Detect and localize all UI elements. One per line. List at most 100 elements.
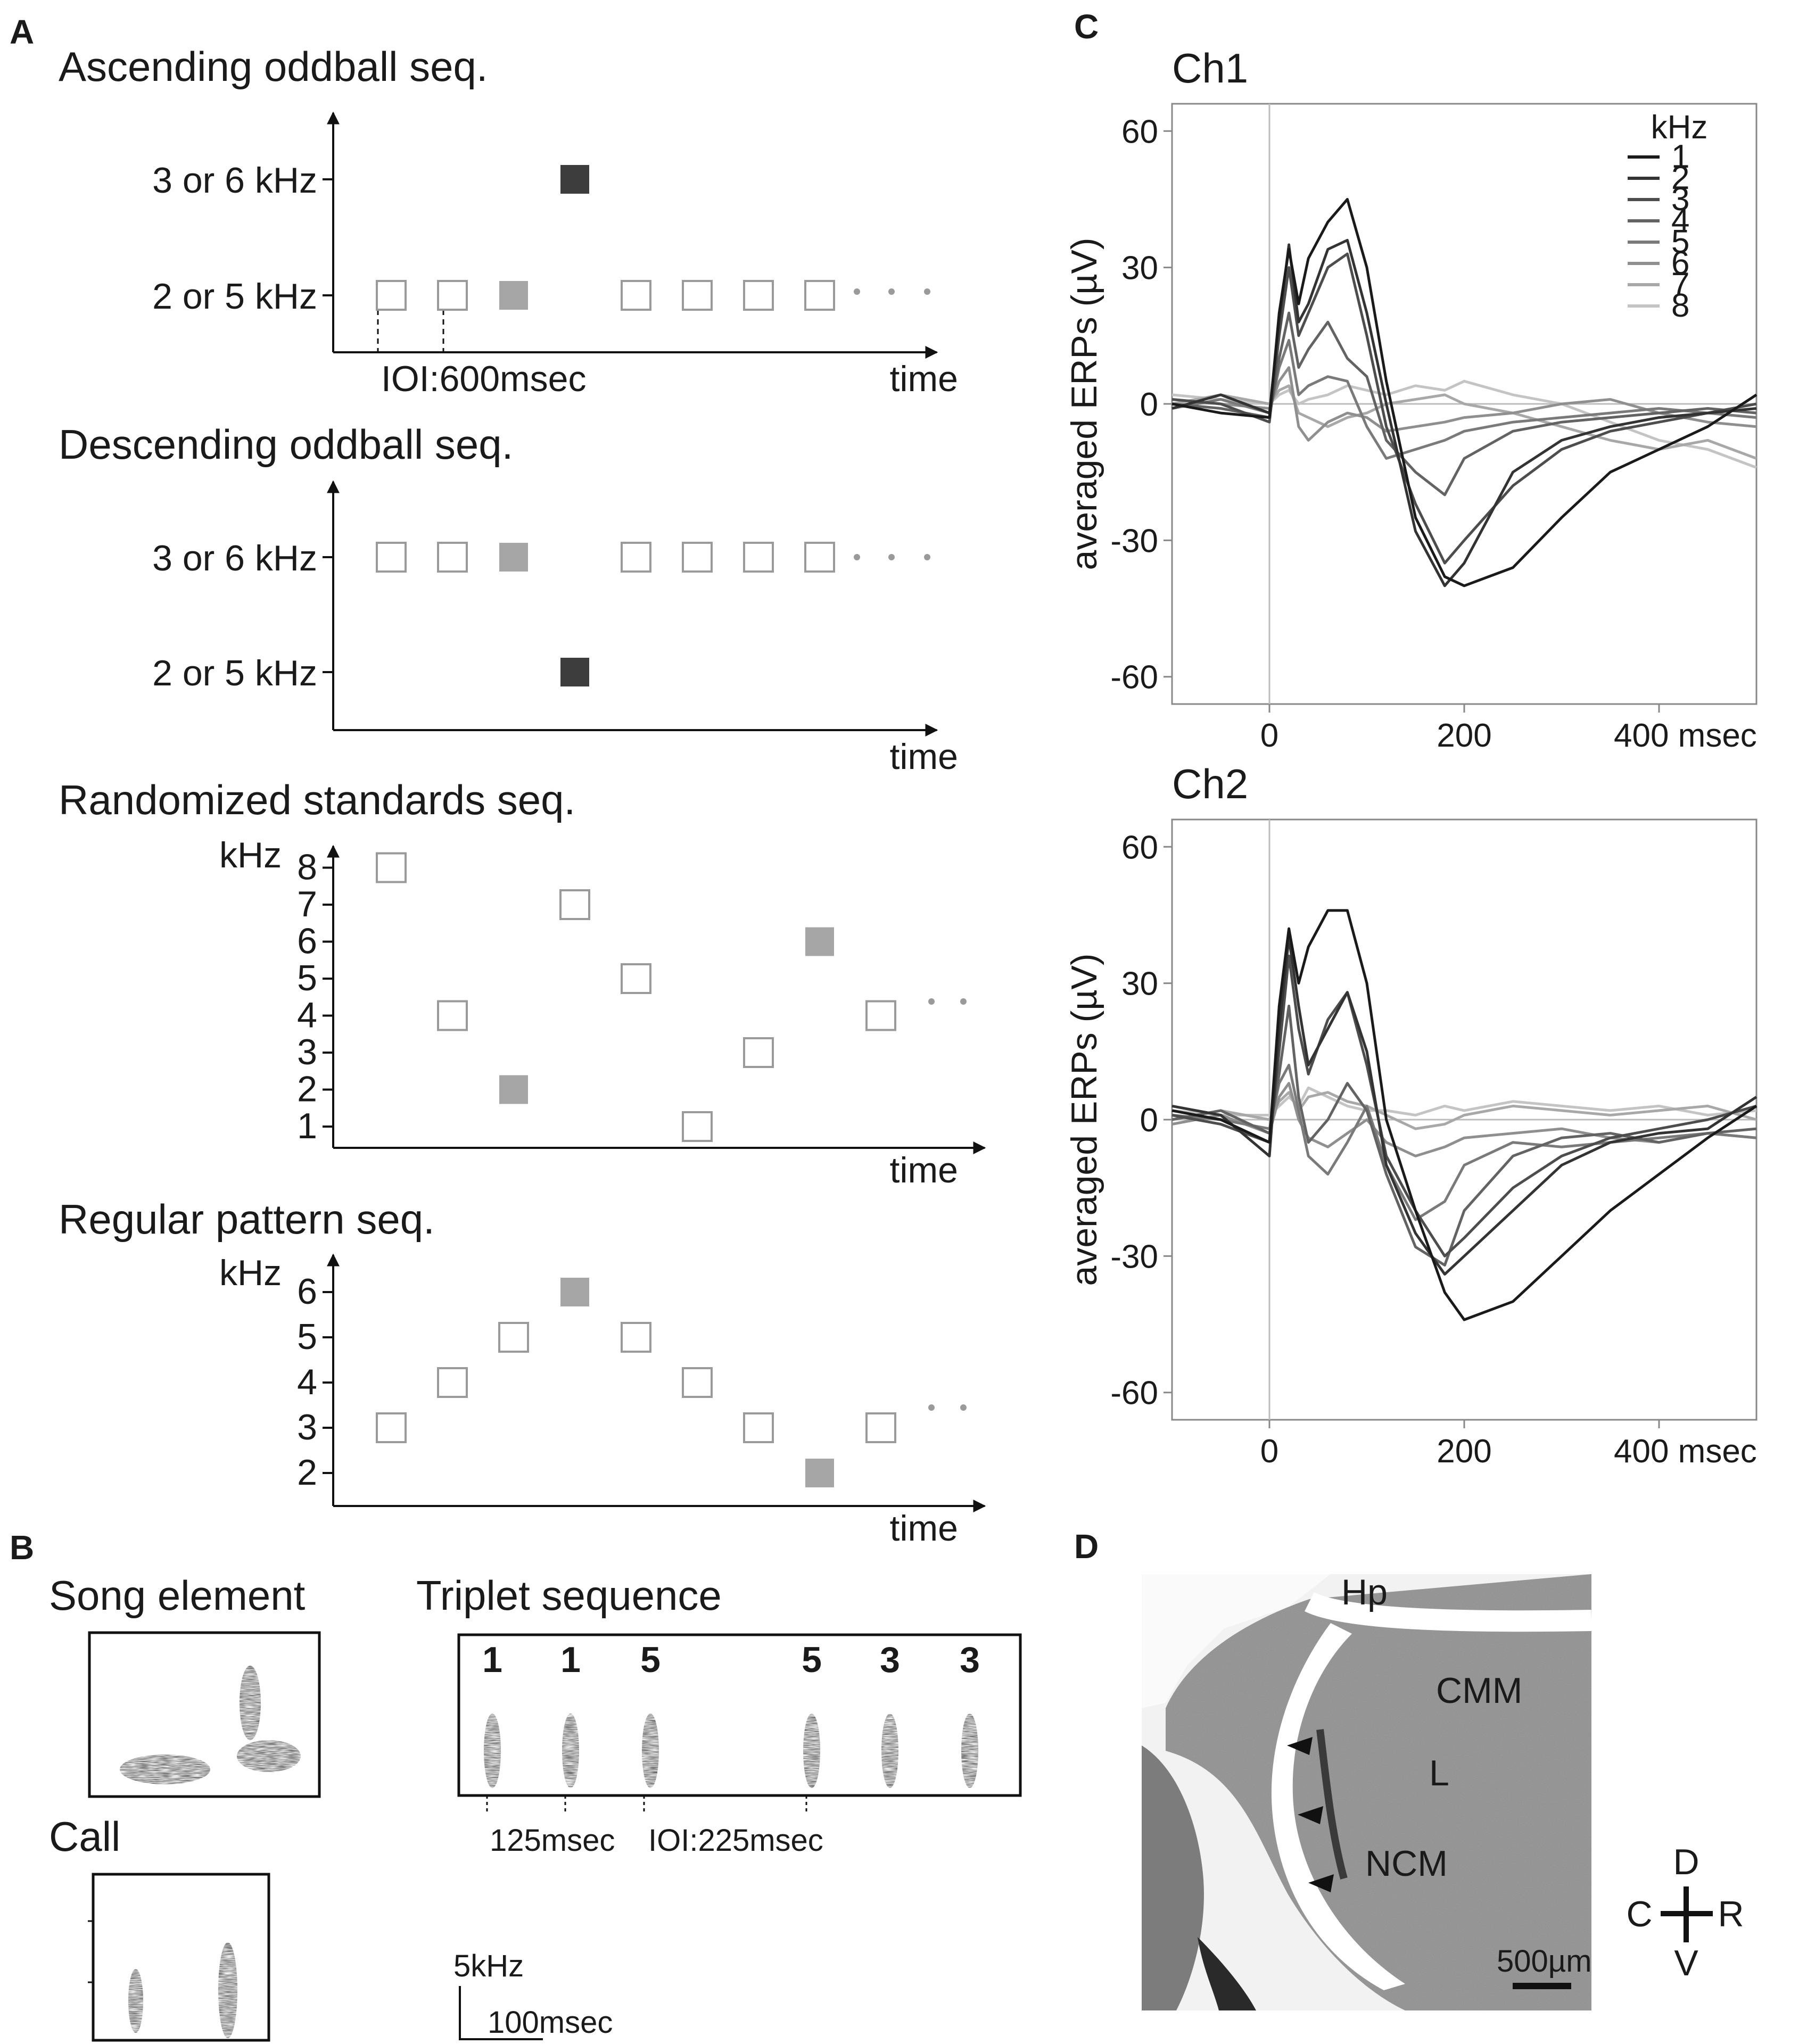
ch2-series-1khz [1171,909,1758,1321]
randomized-tick-label-6: 6 [297,921,317,962]
panel-letter-d: D [1074,1527,1099,1566]
erp-chart-ch2: Ch2 60 30 0 -30 -60 0 200 400 msec averaged ERPs … [1064,760,1758,1470]
ch1-legend-label-3: 3 [1671,181,1689,218]
randomized-tick-label-1: 1 [297,1106,317,1146]
song-element-spectrogram [88,1631,321,1798]
triplet-number-6: 3 [960,1640,980,1680]
descending-tone-7 [743,542,774,573]
ascending-tone-1 [376,280,407,311]
descending-tone-squares [376,542,835,686]
ch1-legend-label-6: 6 [1671,245,1689,282]
ch2-series-6khz [1171,1082,1757,1157]
ch1-legend-label-5: 5 [1671,224,1689,260]
histology-image: Hp CMM L NCM 500µm [1142,1572,1592,2010]
ch1-ytick-label-30: 30 [1121,250,1158,287]
region-label-ncm: NCM [1365,1843,1448,1884]
song-element-title: Song element [49,1572,306,1619]
compass-d-label: D [1673,1842,1699,1882]
descending-label-low: 2 or 5 kHz [152,653,317,693]
ch1-legend-label-4: 4 [1671,202,1689,239]
ch1-legend-label-2: 2 [1671,160,1689,196]
descending-tone-6 [682,542,713,573]
randomized-tick-label-3: 3 [297,1032,317,1072]
triplet-number-4: 5 [802,1640,822,1680]
regular-tone-5 [621,1322,651,1353]
scale-time-label: 100msec [488,2005,613,2040]
interval-225-label: IOI:225msec [648,1823,823,1858]
compass-v-label: V [1674,1943,1698,1983]
ch2-series-4khz [1171,1004,1757,1267]
descending-title: Descending oddball seq. [59,421,513,468]
triplet-title: Triplet sequence [416,1572,722,1619]
ascending-label-high: 3 or 6 kHz [152,160,317,201]
region-label-l: L [1429,1753,1449,1793]
ascending-oddball-diagram: Ascending oddball seq. 3 or 6 kHz 2 or 5… [59,43,958,399]
randomized-tone-4 [559,889,590,920]
triplet-number-5: 3 [880,1640,900,1680]
scale-freq-label: 5kHz [453,1949,524,1983]
randomized-tone-1 [376,852,407,883]
regular-tone-4 [560,1278,589,1306]
randomized-title: Randomized standards seq. [59,776,575,823]
randomized-tone-2 [437,1000,468,1031]
regular-tick-label-2: 2 [297,1452,317,1493]
randomized-tick-label-2: 2 [297,1069,317,1110]
ascending-tone-3 [499,281,528,310]
triplet-syllables [484,1714,978,1788]
randomized-tone-squares [376,852,896,1142]
ch2-ytick-label--30: -30 [1110,1238,1158,1275]
randomized-tick-label-5: 5 [297,958,317,998]
triplet-number-1: 1 [482,1640,502,1680]
ascending-tone-4 [560,165,589,194]
histology-scale-label: 500µm [1497,1944,1592,1979]
ch1-title: Ch1 [1172,45,1248,92]
regular-continuation-dots [928,1404,967,1411]
triplet-spectrogram: 1 1 5 5 3 3 [457,1633,1022,1815]
randomized-tick-label-7: 7 [297,884,317,924]
ch2-title: Ch2 [1172,760,1248,807]
ch1-legend-label-7: 7 [1671,266,1689,303]
ch1-ytick-label--60: -60 [1110,659,1158,696]
regular-y-ticks: 6 5 4 3 2 [297,1271,333,1493]
interval-125-label: 125msec [490,1823,615,1858]
ch2-xtick-label-3: 400 msec [1614,1433,1757,1470]
ascending-time-label: time [890,359,958,399]
regular-tone-2 [437,1367,468,1398]
panel-letter-a: A [10,13,34,51]
descending-time-label: time [890,736,958,777]
panel-letter-c: C [1074,7,1099,46]
ascending-tone-7 [743,280,774,311]
ascending-title: Ascending oddball seq. [59,43,488,90]
region-label-cmm: CMM [1436,1670,1522,1711]
ch2-xtick-label-2: 200 [1437,1433,1491,1470]
ch1-legend-label-8: 8 [1671,287,1689,324]
randomized-tone-3 [499,1075,528,1104]
ch2-ytick-label-30: 30 [1121,966,1158,1003]
ch1-ytick-label--30: -30 [1110,523,1158,559]
regular-tick-label-3: 3 [297,1407,317,1447]
triplet-number-3: 5 [640,1640,661,1680]
ascending-tone-2 [437,280,468,311]
regular-title: Regular pattern seq. [59,1196,435,1243]
triplet-syllable-5 [881,1714,898,1788]
orientation-compass: D V C R [1626,1842,1744,1983]
triplet-syllable-2 [562,1714,579,1788]
ch1-xtick-label-1: 0 [1260,717,1278,754]
ch2-ytick-label-0: 0 [1140,1102,1158,1139]
triplet-number-2: 1 [560,1640,581,1680]
randomized-tone-5 [621,963,651,994]
regular-tick-label-4: 4 [297,1362,317,1402]
region-label-hp: Hp [1341,1572,1388,1612]
randomized-tone-9 [865,1000,896,1031]
call-spectrogram [88,1873,270,2042]
ch2-ytick-label-60: 60 [1121,829,1158,866]
ch2-series-2khz [1171,936,1758,1276]
randomized-unit: kHz [219,835,282,875]
call-title: Call [49,1813,120,1860]
ch1-ylabel: averaged ERPs (µV) [1064,238,1104,570]
ascending-label-low: 2 or 5 kHz [152,276,317,317]
ch1-series-3khz [1171,252,1757,565]
ch1-xtick-label-2: 200 [1437,717,1491,754]
